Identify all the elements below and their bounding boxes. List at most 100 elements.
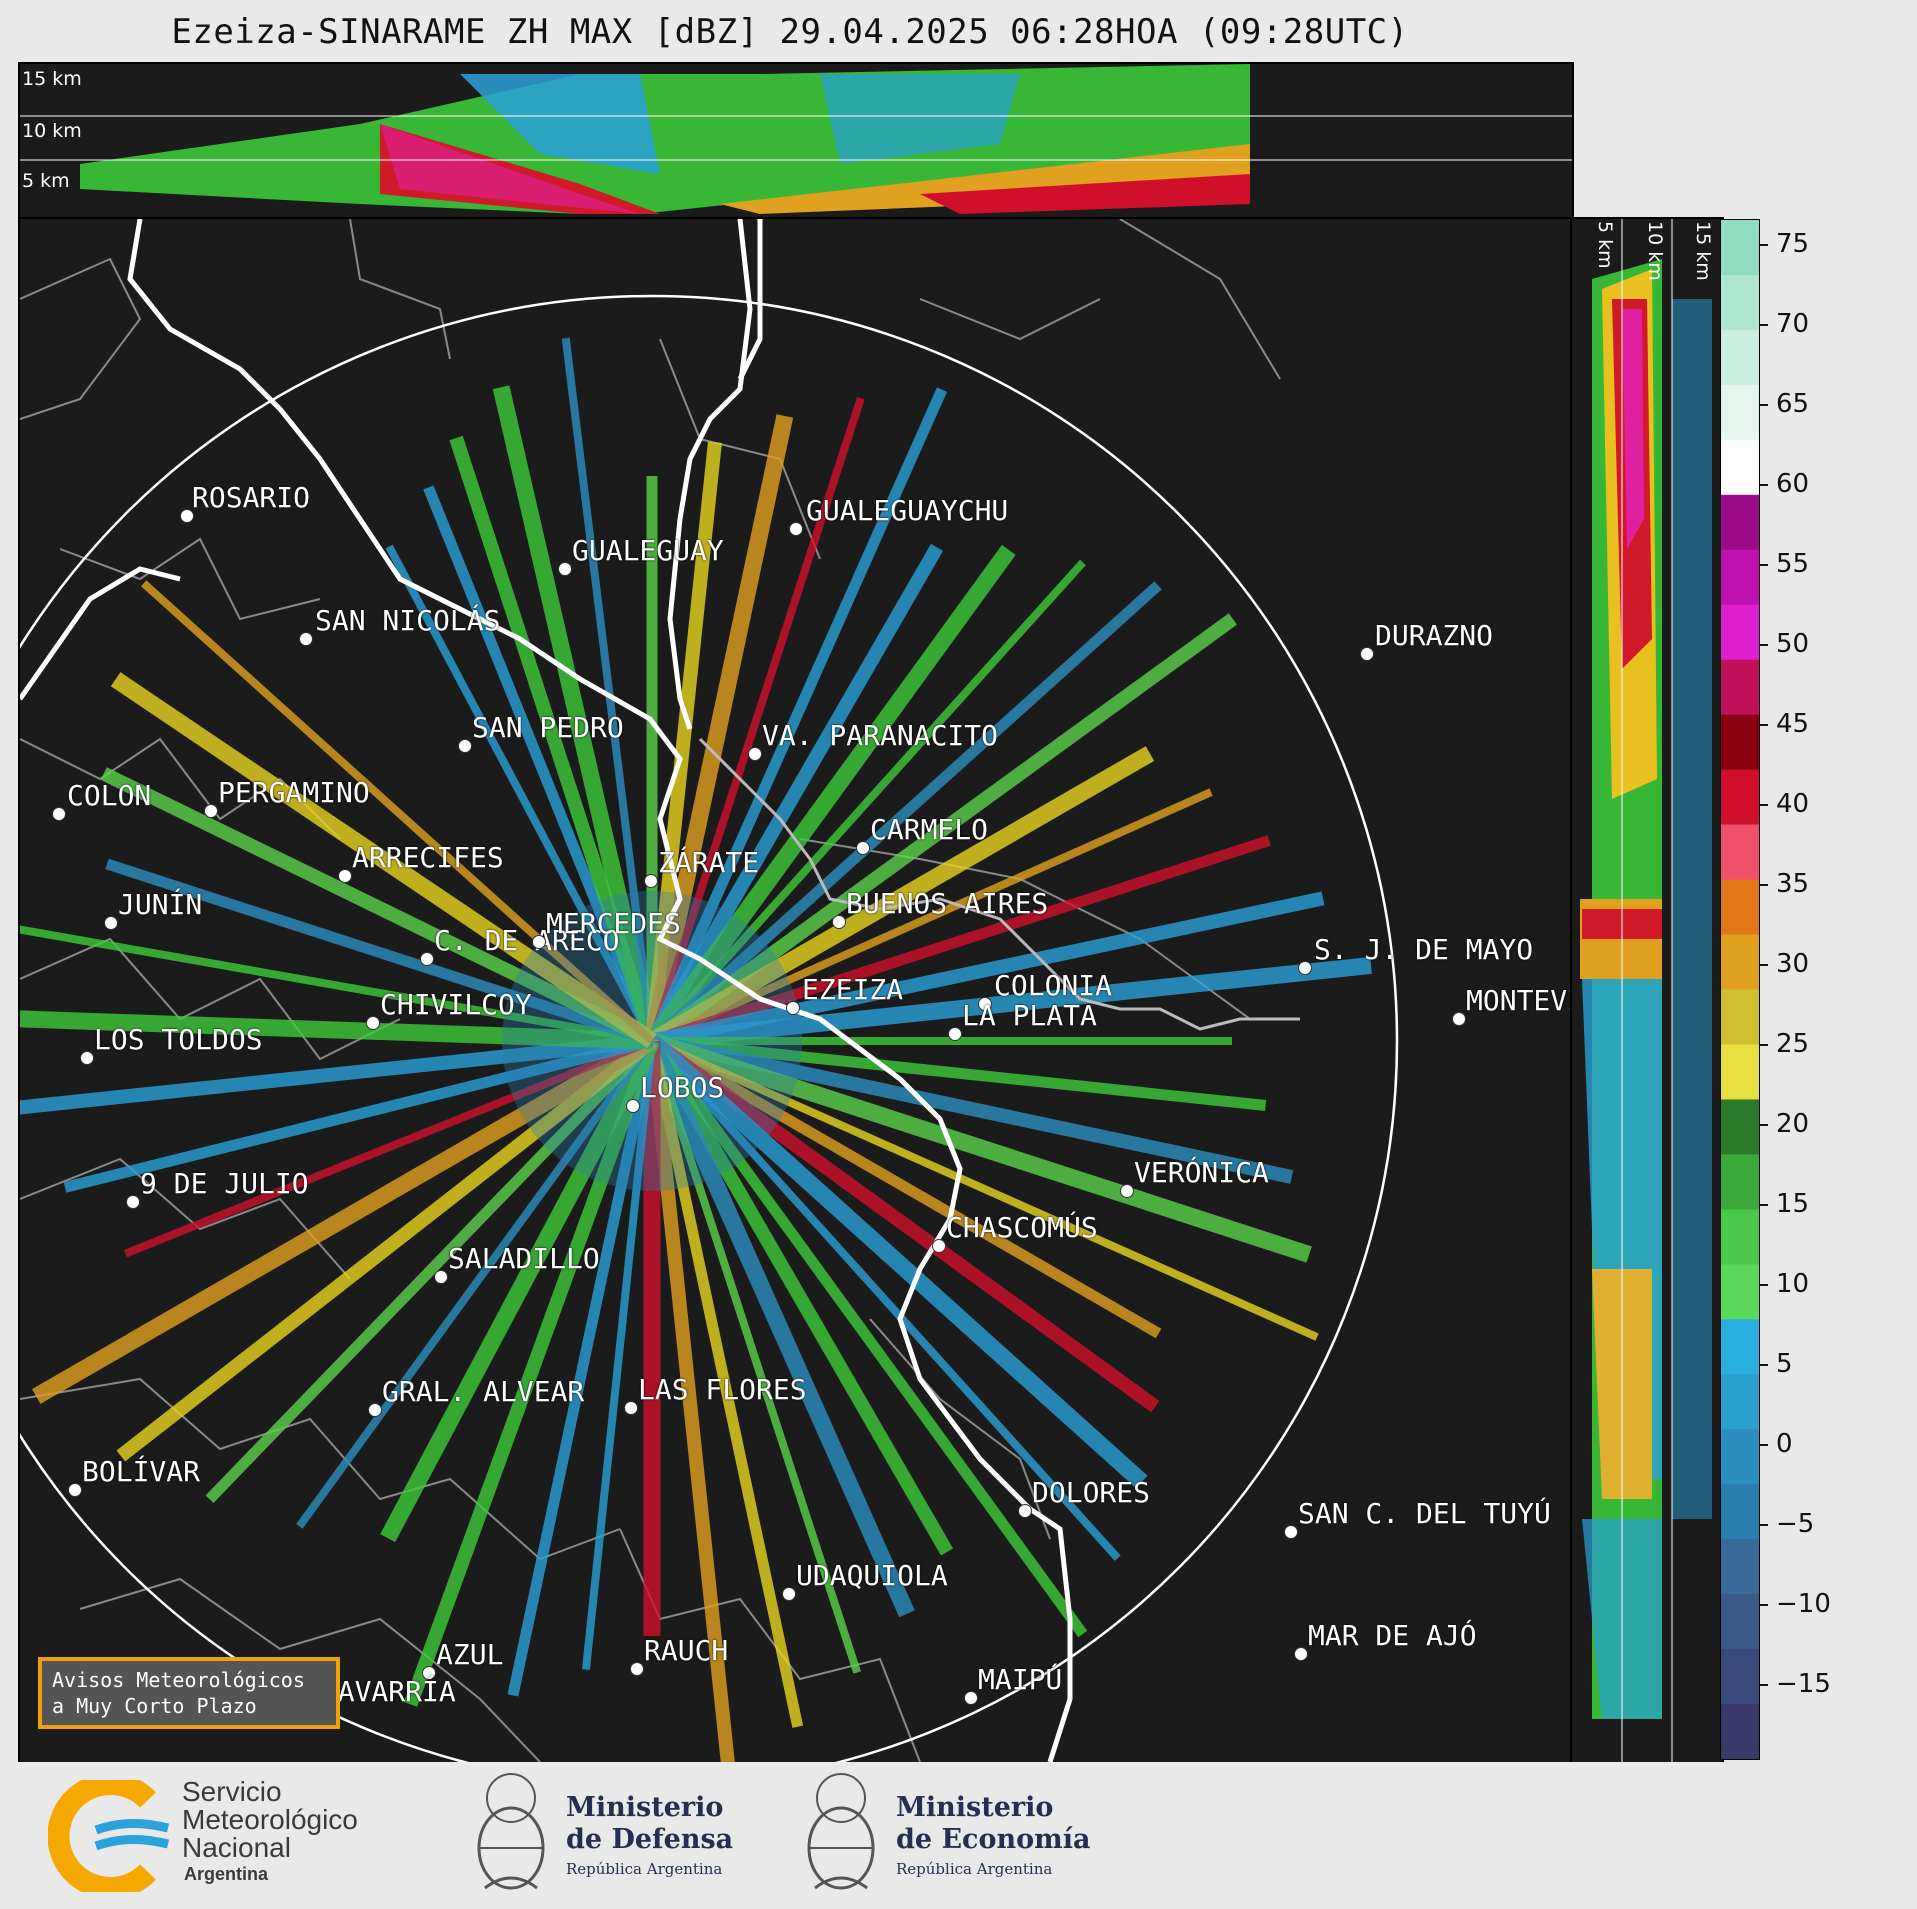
radar-ray <box>100 767 656 1048</box>
city-dot-s-j-de-mayo <box>1298 961 1312 975</box>
radar-ray <box>385 544 656 1043</box>
city-label-gualeguay: GUALEGUAY <box>572 534 724 567</box>
city-dot-gualeguaychu <box>789 522 803 536</box>
colorbar-segment <box>1721 1539 1759 1596</box>
city-label-ezeiza: EZEIZA <box>802 973 904 1006</box>
coastline <box>20 219 1073 1762</box>
city-label-las-flores: LAS FLORES <box>638 1373 807 1406</box>
radar-ray <box>296 1038 656 1529</box>
radar-ray <box>649 1032 1312 1263</box>
city-dot-azul <box>422 1666 436 1680</box>
city-label-san-pedro: SAN PEDRO <box>472 711 624 744</box>
city-dot-saladillo <box>434 1270 448 1284</box>
colorbar-segment <box>1721 1649 1759 1706</box>
city-dot-san-pedro <box>458 739 472 753</box>
cb-tick-55: 55 <box>1760 549 1809 579</box>
radar-ray <box>141 580 655 1044</box>
city-label-colon: COLON <box>67 779 152 812</box>
radar-ray <box>648 396 865 1043</box>
colorbar-segment <box>1721 989 1759 1046</box>
radar-clutter-core <box>502 891 802 1191</box>
cb-tick-25: 25 <box>1760 1029 1809 1059</box>
city-label-udaquiola: UDAQUIOLA <box>796 1559 948 1592</box>
city-label-carmelo: CARMELO <box>870 813 989 846</box>
city-label-mercedes: MERCEDES <box>546 907 681 940</box>
radar-ray <box>649 1038 1121 1561</box>
smn-line4: Argentina <box>184 1864 269 1884</box>
chart-title: Ezeiza-SINARAME ZH MAX [dBZ] 29.04.2025 … <box>171 12 1409 52</box>
city-label-montevideo: MONTEVIDEO <box>1466 984 1572 1017</box>
radar-ray <box>105 858 654 1047</box>
radar-ray <box>647 613 1237 1047</box>
city-dot-zarate <box>644 874 658 888</box>
radar-ray <box>651 956 1372 1050</box>
avisos-line1: Avisos Meteorológicos <box>52 1668 305 1692</box>
radar-ray <box>646 1039 804 1728</box>
city-dot-arrecifes <box>338 869 352 883</box>
radar-ray <box>63 1035 654 1193</box>
city-label-chivilcoy: CHIVILCOY <box>380 988 532 1021</box>
radar-ray <box>380 1037 660 1543</box>
top-cross-section-image <box>20 64 1572 214</box>
colorbar-segment <box>1721 384 1759 441</box>
radar-ray <box>403 1038 659 1707</box>
city-label-arrecifes: ARRECIFES <box>352 841 504 874</box>
city-label-9-de-julio: 9 DE JULIO <box>140 1167 309 1200</box>
colorbar-segment <box>1721 439 1759 496</box>
radar-ray <box>651 1035 1267 1111</box>
colorbar-segment <box>1721 549 1759 606</box>
cb-tick-65: 65 <box>1760 389 1809 419</box>
colorbar-segment <box>1721 1154 1759 1211</box>
argentina-coat-of-arms-icon-2 <box>807 1773 875 1890</box>
defensa-sub: República Argentina <box>566 1860 723 1878</box>
radar-ray <box>110 672 657 1049</box>
colorbar-segment <box>1721 769 1759 826</box>
city-dot-carmelo <box>856 841 870 855</box>
city-dot-pergamino <box>204 804 218 818</box>
colorbar-segment <box>1721 1704 1759 1760</box>
city-label-veronica: VERÓNICA <box>1134 1156 1269 1189</box>
radar-ray <box>647 746 1155 1049</box>
radar-ray <box>650 1034 1294 1184</box>
radar-ray <box>561 337 656 1042</box>
city-dot-c-de-areco <box>420 952 434 966</box>
radar-ray <box>116 1035 657 1462</box>
city-label-gral-alvear: GRAL. ALVEAR <box>382 1375 585 1408</box>
city-label-gualeguaychu: GUALEGUAYCHU <box>806 494 1009 527</box>
radar-ray <box>20 1034 653 1115</box>
colorbar-segment <box>1721 934 1759 991</box>
city-label-zarate: ZÁRATE <box>658 846 760 879</box>
colorbar-segment <box>1721 659 1759 716</box>
height-label-5km: 5 km <box>22 170 70 192</box>
city-dot-rosario <box>180 509 194 523</box>
cb-tick-45: 45 <box>1760 709 1809 739</box>
colorbar-segment <box>1721 274 1759 331</box>
city-label-junin: JUNÍN <box>118 888 203 921</box>
vheight-label-5km: 5 km <box>1594 221 1616 269</box>
cb-tick-minus15: −15 <box>1760 1669 1831 1699</box>
city-dot-colon <box>52 807 66 821</box>
city-label-durazno: DURAZNO <box>1375 619 1494 652</box>
city-dot-bolivar <box>68 1483 82 1497</box>
city-dot-udaquiola <box>782 1587 796 1601</box>
height-label-10km: 10 km <box>22 120 82 142</box>
city-dot-colonia <box>978 997 992 1011</box>
right-cross-section-panel: 5 km 10 km 15 km <box>1570 217 1724 1764</box>
radar-map-panel: ROSARIO GUALEGUAYCHU GUALEGUAY SAN NICOL… <box>18 217 1574 1764</box>
city-dot-chascomus <box>932 1239 946 1253</box>
cb-tick-minus5: −5 <box>1760 1509 1814 1539</box>
radar-ray <box>650 788 1213 1045</box>
city-dot-mar-de-ajo <box>1294 1647 1308 1661</box>
radar-ray <box>646 1034 1148 1489</box>
city-dot-rauch <box>630 1662 644 1676</box>
radar-ray <box>507 1039 658 1697</box>
city-dot-san-nicolas <box>299 632 313 646</box>
city-dot-gral-alvear <box>368 1403 382 1417</box>
city-label-colonia: COLONIA <box>994 969 1113 1002</box>
radar-ray <box>649 1036 1162 1339</box>
colorbar-segment <box>1721 879 1759 936</box>
city-label-va-paranacito: VA. PARANACITO <box>762 719 999 752</box>
colorbar-segment <box>1721 604 1759 661</box>
top-cross-section-panel: 15 km 10 km 5 km <box>18 62 1574 221</box>
radar-ray <box>650 835 1271 1047</box>
